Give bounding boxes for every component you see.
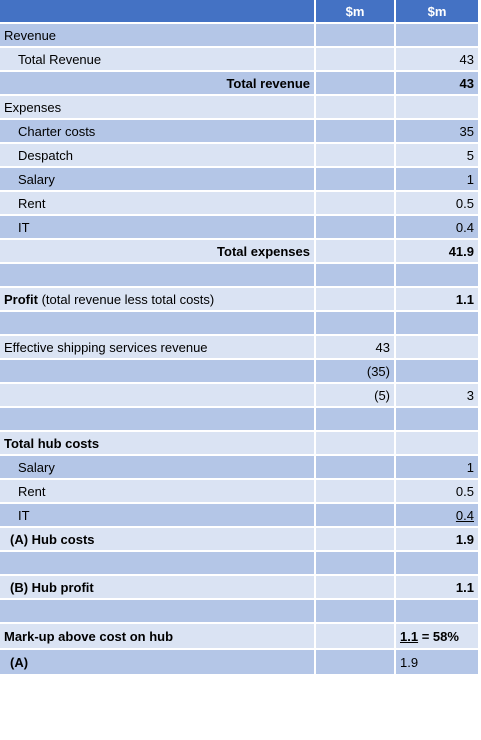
charter-costs-label: Charter costs: [0, 120, 314, 142]
markup-a-label: (A): [0, 650, 314, 674]
table-row: Total revenue 43: [0, 72, 478, 94]
table-row: (A) Hub costs 1.9: [0, 528, 478, 550]
table-row: Salary 1: [0, 456, 478, 478]
hub-it-label: IT: [0, 504, 314, 526]
hub-profit-label: (B) Hub profit: [0, 576, 314, 598]
table-row: (5) 3: [0, 384, 478, 406]
hub-rent-label: Rent: [0, 480, 314, 502]
total-revenue-item-label: Total Revenue: [0, 48, 314, 70]
it-label: IT: [0, 216, 314, 238]
table-row: Expenses: [0, 96, 478, 118]
it-value: 0.4: [396, 216, 478, 238]
header-col3: $m: [396, 0, 478, 22]
despatch-value: 5: [396, 144, 478, 166]
spacer-row: [0, 552, 478, 574]
table-row: Total expenses 41.9: [0, 240, 478, 262]
table-row: Effective shipping services revenue 43: [0, 336, 478, 358]
hub-it-value: 0.4: [396, 504, 478, 526]
despatch-label: Despatch: [0, 144, 314, 166]
header-row: $m $m: [0, 0, 478, 22]
hub-rent-value: 0.5: [396, 480, 478, 502]
table-row: Total Revenue 43: [0, 48, 478, 70]
total-expenses-value: 41.9: [396, 240, 478, 262]
header-col2: $m: [316, 0, 394, 22]
profit-label: Profit (total revenue less total costs): [0, 288, 314, 310]
spacer-row: [0, 312, 478, 334]
spacer-row: [0, 408, 478, 430]
total-expenses-label: Total expenses: [0, 240, 314, 262]
effective-revenue-label: Effective shipping services revenue: [0, 336, 314, 358]
revenue-heading: Revenue: [0, 24, 314, 46]
table-row: Despatch 5: [0, 144, 478, 166]
profit-value: 1.1: [396, 288, 478, 310]
markup-denominator: 1.9: [396, 650, 478, 674]
effective-revenue-value: 43: [316, 336, 394, 358]
financial-table: $m $m Revenue Total Revenue 43 Total rev…: [0, 0, 478, 674]
header-label-cell: [0, 0, 314, 22]
spacer-row: [0, 264, 478, 286]
table-row: Rent 0.5: [0, 480, 478, 502]
charter-costs-value: 35: [396, 120, 478, 142]
hub-costs-value: 1.9: [396, 528, 478, 550]
hub-profit-value: 1.1: [396, 576, 478, 598]
table-row: Profit (total revenue less total costs) …: [0, 288, 478, 310]
hub-salary-label: Salary: [0, 456, 314, 478]
table-row: Rent 0.5: [0, 192, 478, 214]
rent-value: 0.5: [396, 192, 478, 214]
total-revenue-item-value: 43: [396, 48, 478, 70]
markup-numerator: 1.1: [400, 628, 419, 644]
hub-costs-label: (A) Hub costs: [0, 528, 314, 550]
table-row: (35): [0, 360, 478, 382]
less-charter-value: (35): [316, 360, 394, 382]
table-row: Salary 1: [0, 168, 478, 190]
table-row: IT 0.4: [0, 216, 478, 238]
table-row: Charter costs 35: [0, 120, 478, 142]
expenses-heading: Expenses: [0, 96, 314, 118]
markup-result: = 58%: [418, 628, 459, 644]
table-row: (B) Hub profit 1.1: [0, 576, 478, 598]
salary-value: 1: [396, 168, 478, 190]
salary-label: Salary: [0, 168, 314, 190]
spacer-row: [0, 600, 478, 622]
rent-label: Rent: [0, 192, 314, 214]
total-hub-costs-heading: Total hub costs: [0, 432, 314, 454]
markup-label: Mark-up above cost on hub: [0, 624, 314, 648]
table-row: Revenue: [0, 24, 478, 46]
hub-salary-value: 1: [396, 456, 478, 478]
shipping-result-value: 3: [396, 384, 478, 406]
table-row: Total hub costs: [0, 432, 478, 454]
less-despatch-value: (5): [316, 384, 394, 406]
table-row: IT 0.4: [0, 504, 478, 526]
markup-value: 1.1 = 58%: [396, 624, 478, 648]
table-row: (A) 1.9: [0, 650, 478, 674]
table-row: Mark-up above cost on hub 1.1 = 58%: [0, 624, 478, 648]
total-revenue-label: Total revenue: [0, 72, 314, 94]
total-revenue-value: 43: [396, 72, 478, 94]
